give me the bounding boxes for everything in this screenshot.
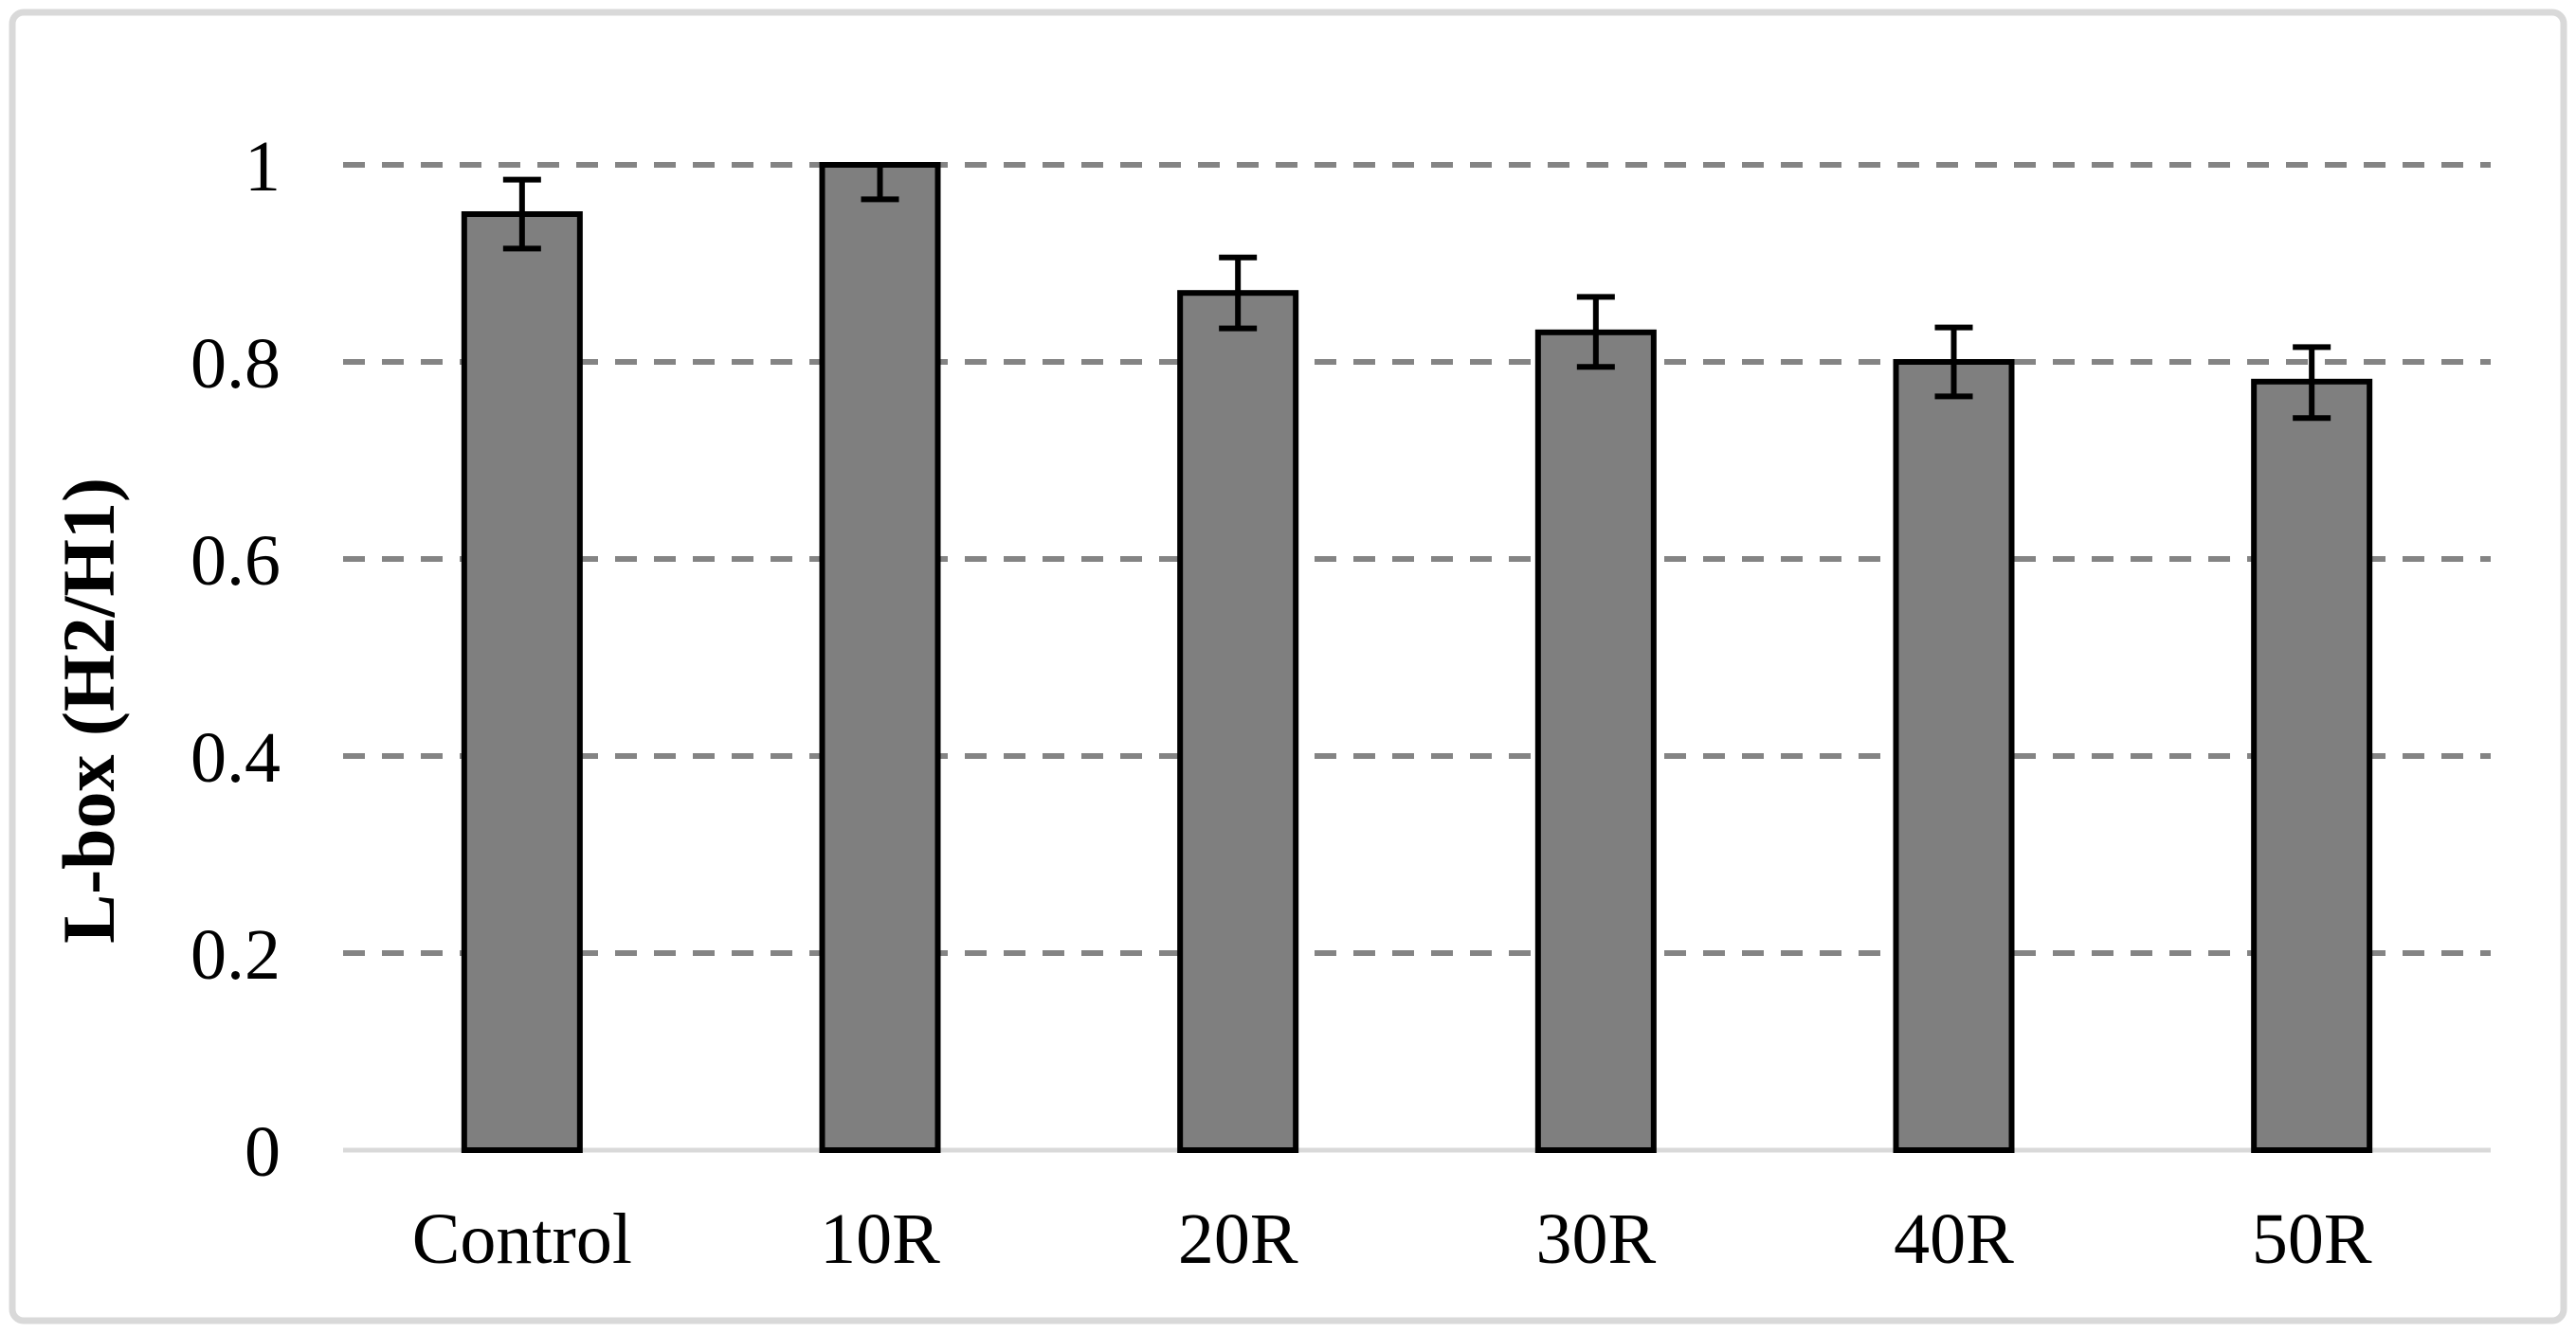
x-category-label-10r: 10R bbox=[820, 1199, 940, 1279]
y-tick-label-0.2: 0.2 bbox=[190, 915, 281, 995]
bar-10r bbox=[819, 162, 941, 1153]
x-category-label-40r: 40R bbox=[1894, 1199, 2014, 1279]
bar-20r bbox=[1177, 290, 1299, 1153]
y-tick-label-0.8: 0.8 bbox=[190, 324, 281, 404]
bar-30r bbox=[1534, 329, 1657, 1153]
y-tick-label-1: 1 bbox=[245, 127, 281, 207]
x-category-label-20r: 20R bbox=[1178, 1199, 1298, 1279]
bar-control bbox=[461, 211, 583, 1153]
bar-40r bbox=[1893, 359, 2015, 1153]
y-axis-title: L-box (H2/H1) bbox=[47, 477, 130, 944]
bar-50r bbox=[2251, 378, 2373, 1153]
x-category-label-30r: 30R bbox=[1535, 1199, 1656, 1279]
y-tick-label-0.6: 0.6 bbox=[190, 521, 281, 601]
x-category-label-50r: 50R bbox=[2252, 1199, 2372, 1279]
x-category-label-control: Control bbox=[412, 1199, 632, 1279]
chart-frame bbox=[9, 9, 2567, 1324]
y-tick-label-0.4: 0.4 bbox=[190, 718, 281, 798]
y-tick-label-0: 0 bbox=[245, 1112, 281, 1192]
